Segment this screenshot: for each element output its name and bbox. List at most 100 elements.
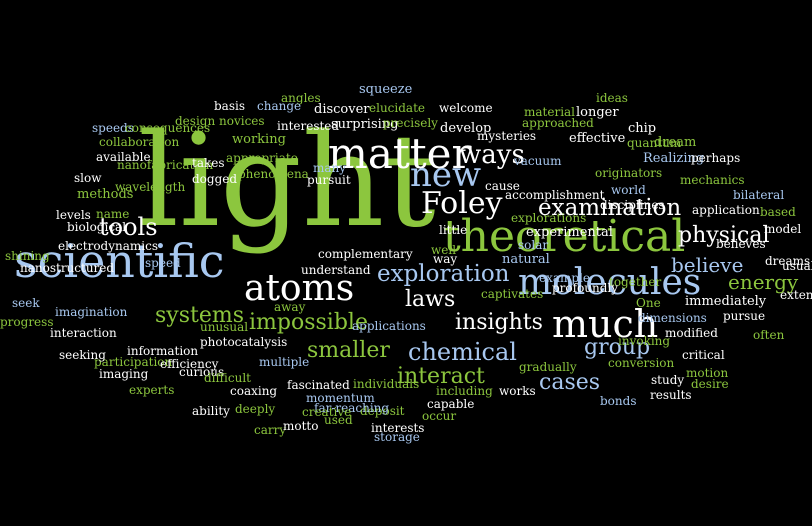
cloud-word-experts: experts (129, 383, 175, 397)
cloud-word-light: light (138, 107, 436, 256)
cloud-word-atoms: atoms (244, 268, 355, 309)
cloud-word-mysteries: mysteries (477, 129, 537, 143)
cloud-word-participation: participation (94, 355, 173, 369)
cloud-word-model: model (764, 222, 802, 236)
cloud-word-examination: examination (538, 195, 682, 221)
cloud-word-pursuit: pursuit (307, 173, 351, 187)
cloud-word-including: including (436, 384, 493, 398)
cloud-word-basis: basis (214, 99, 245, 113)
cloud-word-much: much (552, 302, 659, 346)
cloud-word-shining: shining (5, 249, 50, 263)
cloud-word-understand: understand (301, 263, 371, 277)
cloud-word-chemical: chemical (408, 338, 517, 366)
cloud-word-deposit: deposit (360, 404, 405, 418)
cloud-word-world: world (611, 183, 646, 197)
cloud-word-mechanics: mechanics (680, 173, 745, 187)
cloud-word-vacuum: vacuum (514, 154, 562, 168)
cloud-word-ways: ways (459, 140, 525, 170)
cloud-word-foley: Foley (421, 186, 503, 221)
cloud-word-dream: dream (654, 135, 697, 150)
cloud-word-invoking: invoking (618, 334, 671, 348)
cloud-word-used: used (324, 413, 353, 427)
cloud-word-storage: storage (374, 430, 420, 444)
cloud-word-tools: tools (99, 213, 158, 241)
cloud-word-imagination: imagination (55, 305, 128, 319)
cloud-word-collaboration: collaboration (99, 135, 180, 149)
cloud-word-insights: insights (455, 310, 543, 335)
cloud-word-results: results (650, 388, 692, 402)
cloud-word-effective: effective (569, 131, 626, 146)
cloud-word-interests: interests (371, 421, 425, 435)
cloud-word-occur: occur (422, 409, 457, 423)
cloud-word-group: group (584, 335, 651, 360)
cloud-word-biological: biological (67, 220, 127, 234)
cloud-word-way: way (433, 252, 458, 266)
cloud-word-squeeze: squeeze (359, 82, 413, 97)
cloud-word-together: together (609, 275, 662, 289)
cloud-word-takes: takes (192, 156, 225, 170)
cloud-word-scientific: scientific (14, 234, 225, 288)
cloud-word-bilateral: bilateral (733, 188, 785, 202)
cloud-word-perhaps: perhaps (691, 151, 741, 165)
cloud-word-progress: progress (0, 315, 54, 329)
cloud-word-curious: curious (179, 365, 225, 379)
cloud-word-explorations: explorations (511, 211, 587, 225)
cloud-word-efficiency: efficiency (160, 357, 219, 371)
cloud-word-approached: approached (522, 116, 594, 130)
cloud-word-discover: discover (314, 102, 370, 117)
cloud-word-systems: systems (155, 303, 245, 328)
cloud-word-quantum: quantum (627, 136, 682, 150)
cloud-word-molecules: molecules (518, 262, 702, 303)
cloud-word-impossible: impossible (249, 310, 368, 335)
cloud-word-speeds: speeds (92, 121, 134, 135)
cloud-word-individuals: individuals (353, 377, 420, 391)
cloud-word-design: design (175, 114, 216, 128)
cloud-word-critical: critical (682, 348, 725, 362)
cloud-word-example: example (539, 271, 591, 285)
cloud-word-motion: motion (686, 366, 729, 380)
cloud-word-far-reaching: far-reaching (314, 401, 390, 415)
cloud-word-coaxing: coaxing (230, 384, 278, 398)
cloud-word-smaller: smaller (307, 338, 390, 363)
cloud-word-interested: interested (277, 119, 340, 133)
cloud-word-solar: solar (518, 238, 549, 252)
cloud-word-levels: levels (56, 208, 91, 222)
cloud-word-momentum: momentum (306, 391, 375, 405)
cloud-word-elucidate: elucidate (369, 101, 425, 115)
cloud-word-surprising: surprising (331, 117, 399, 132)
cloud-word-motto: motto (283, 419, 319, 433)
cloud-word-difficult: difficult (204, 371, 251, 385)
cloud-word-theoretical: theoretical (443, 211, 686, 262)
cloud-word-realizing: Realizing (643, 151, 705, 166)
cloud-word-believes: believes (716, 237, 766, 251)
cloud-word-welcome: welcome (439, 101, 493, 115)
cloud-word-new: new (410, 155, 482, 195)
cloud-word-dogged: dogged (192, 172, 238, 186)
cloud-word-cause: cause (485, 179, 520, 193)
cloud-word-novices: novices (219, 114, 265, 128)
cloud-word-physical: physical (678, 223, 770, 248)
cloud-word-based: based (760, 205, 796, 219)
cloud-word-disciplines: disciplines (600, 198, 665, 212)
cloud-word-usual: usual (782, 259, 812, 273)
cloud-word-profoundly: profoundly (552, 281, 619, 295)
cloud-word-multiple: multiple (259, 355, 310, 369)
cloud-word-seek: seek (12, 296, 40, 310)
cloud-word-bonds: bonds (600, 394, 637, 408)
cloud-word-extent: extent (780, 288, 812, 302)
cloud-word-seeking: seeking (59, 348, 106, 362)
cloud-word-carry: carry (254, 423, 287, 437)
cloud-word-chip: chip (628, 121, 657, 136)
cloud-word-dimensions: dimensions (638, 311, 707, 325)
cloud-word-pursue: pursue (723, 309, 766, 323)
cloud-word-develop: develop (440, 121, 492, 136)
cloud-word-imaging: imaging (99, 367, 149, 381)
cloud-word-gradually: gradually (519, 360, 577, 374)
cloud-word-little: little (439, 223, 468, 237)
cloud-word-conversion: conversion (608, 356, 675, 370)
cloud-word-phenomena: phenomena (238, 167, 309, 181)
cloud-word-desire: desire (691, 377, 729, 391)
cloud-word-appropriate: appropriate (226, 151, 298, 165)
cloud-word-many: many (313, 161, 347, 175)
cloud-word-longer: longer (576, 105, 619, 120)
